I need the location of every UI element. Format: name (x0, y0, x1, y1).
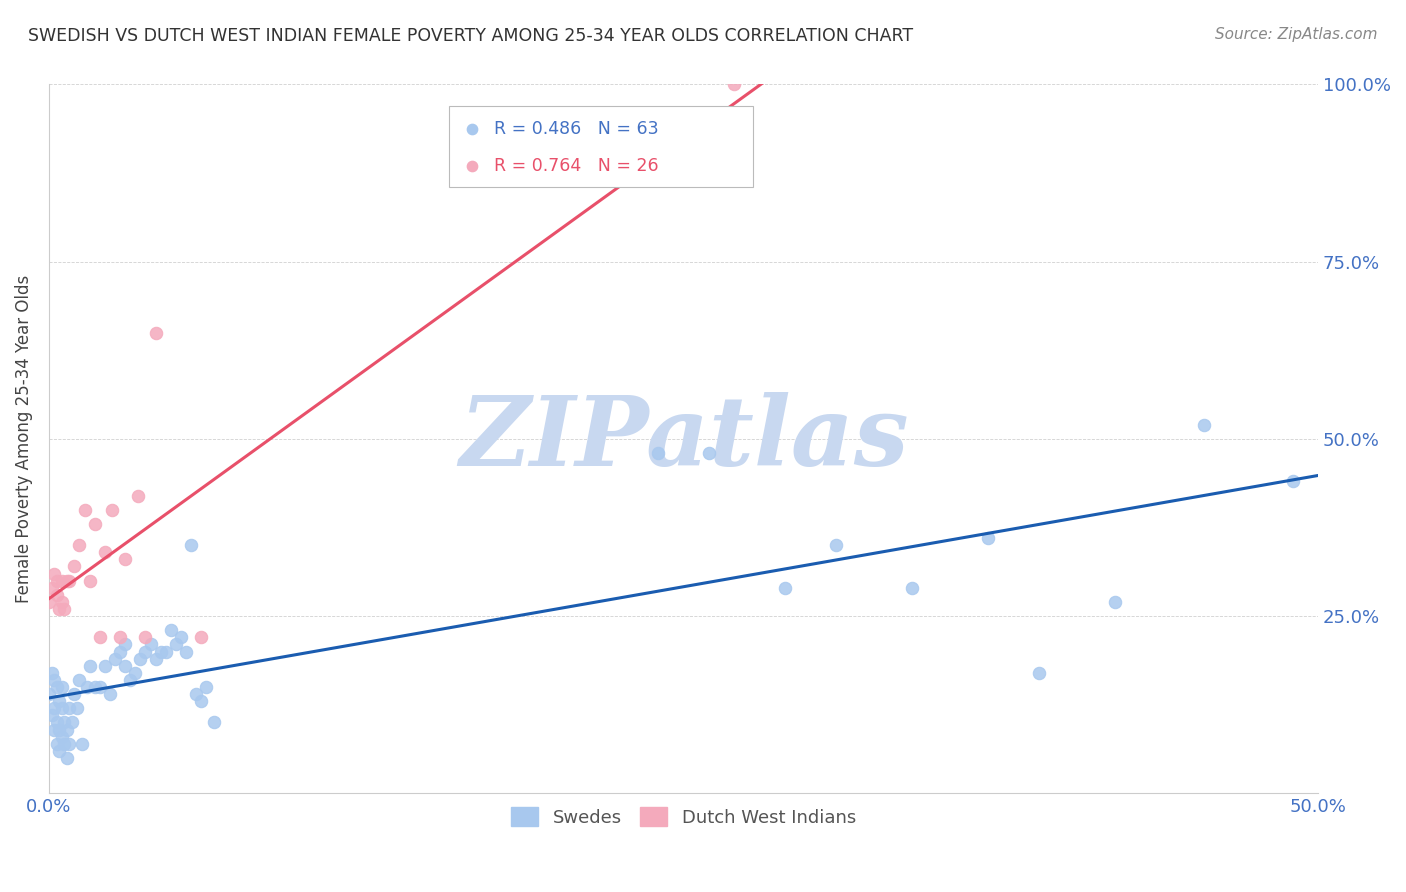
Point (66, 701, 89, 715)
Point (55, 574, 77, 588)
Point (48, 723, 70, 737)
Point (42, 673, 65, 687)
Point (773, 581, 796, 595)
Point (79, 574, 101, 588)
Point (108, 631, 131, 645)
Point (45, 588, 67, 602)
Point (55, 723, 77, 737)
Point (697, 446, 720, 460)
Point (55, 751, 77, 765)
Point (977, 531, 1000, 545)
Point (195, 680, 218, 694)
Point (41, 581, 63, 595)
Point (51, 574, 73, 588)
Point (38, 595, 60, 609)
Point (98, 687, 121, 701)
Point (145, 651, 167, 665)
Point (139, 638, 162, 652)
Point (114, 638, 136, 652)
Point (180, 538, 202, 552)
Point (45, 737, 67, 751)
Point (901, 581, 924, 595)
Legend: Swedes, Dutch West Indians: Swedes, Dutch West Indians (505, 800, 863, 834)
Point (51, 595, 73, 609)
Point (134, 631, 156, 645)
Point (190, 694, 212, 708)
Point (127, 489, 149, 503)
Point (53, 737, 76, 751)
Point (48, 694, 70, 708)
Point (51, 701, 73, 715)
Point (67, 538, 90, 552)
FancyBboxPatch shape (449, 106, 754, 187)
Point (53, 715, 76, 730)
Point (60, 715, 83, 730)
Point (41, 665, 63, 680)
Point (824, 538, 846, 552)
Point (70, 737, 93, 751)
Point (155, 644, 177, 658)
Point (45, 715, 67, 730)
Point (149, 644, 172, 658)
Text: R = 0.764   N = 26: R = 0.764 N = 26 (495, 157, 659, 175)
Point (1192, 417, 1215, 432)
Point (186, 687, 208, 701)
Point (114, 552, 136, 566)
Point (51, 730, 73, 744)
Point (89, 631, 111, 645)
Point (94, 545, 117, 559)
Point (1281, 475, 1303, 489)
Y-axis label: Female Poverty Among 25-34 Year Olds: Female Poverty Among 25-34 Year Olds (15, 275, 32, 603)
Point (42, 723, 65, 737)
Point (108, 644, 131, 658)
Point (73, 503, 96, 517)
Point (42, 701, 65, 715)
Point (145, 326, 167, 340)
Point (48, 602, 70, 616)
Point (83, 680, 105, 694)
Point (114, 658, 136, 673)
Point (53, 602, 76, 616)
Point (67, 673, 90, 687)
Point (174, 644, 197, 658)
Point (723, 78, 745, 92)
Point (58, 701, 80, 715)
Point (63, 559, 86, 574)
Text: SWEDISH VS DUTCH WEST INDIAN FEMALE POVERTY AMONG 25-34 YEAR OLDS CORRELATION CH: SWEDISH VS DUTCH WEST INDIAN FEMALE POVE… (28, 27, 914, 45)
Text: ZIPatlas: ZIPatlas (458, 392, 908, 486)
Text: R = 0.486   N = 63: R = 0.486 N = 63 (495, 120, 659, 137)
Point (124, 665, 146, 680)
Point (120, 673, 142, 687)
Point (165, 638, 187, 652)
Point (51, 680, 73, 694)
Text: Source: ZipAtlas.com: Source: ZipAtlas.com (1215, 27, 1378, 42)
Point (38, 687, 60, 701)
Point (63, 687, 86, 701)
Point (58, 574, 80, 588)
Point (76, 680, 98, 694)
Point (41, 708, 63, 723)
Point (159, 624, 181, 638)
Point (58, 737, 80, 751)
Point (45, 574, 67, 588)
Point (883, 121, 905, 136)
Point (134, 644, 156, 658)
Point (129, 651, 152, 665)
Point (89, 680, 111, 694)
Point (1028, 665, 1050, 680)
Point (883, 159, 905, 173)
Point (104, 651, 127, 665)
Point (1104, 595, 1126, 609)
Point (48, 744, 70, 758)
Point (647, 446, 669, 460)
Point (101, 503, 124, 517)
Point (79, 658, 101, 673)
Point (94, 658, 117, 673)
Point (42, 566, 65, 581)
Point (45, 680, 67, 694)
Point (202, 715, 225, 730)
Point (190, 631, 212, 645)
Point (170, 631, 193, 645)
Point (83, 516, 105, 531)
